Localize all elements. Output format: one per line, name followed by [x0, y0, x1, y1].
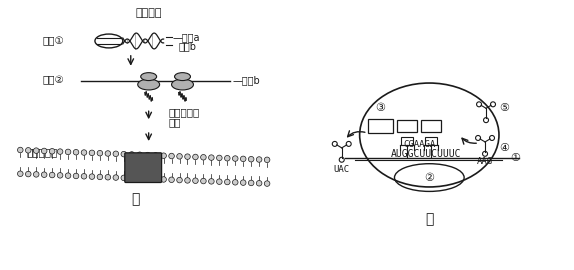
- Text: —物质b: —物质b: [232, 76, 260, 86]
- Circle shape: [232, 156, 238, 161]
- Bar: [401, 137, 413, 145]
- Circle shape: [193, 154, 198, 160]
- Circle shape: [177, 177, 183, 183]
- FancyBboxPatch shape: [125, 153, 162, 183]
- Circle shape: [185, 178, 190, 183]
- Circle shape: [73, 173, 79, 179]
- Circle shape: [97, 174, 103, 180]
- Ellipse shape: [141, 73, 157, 80]
- Ellipse shape: [138, 79, 160, 90]
- Text: ①: ①: [510, 153, 520, 163]
- Text: 致病基因: 致病基因: [135, 8, 162, 18]
- Circle shape: [18, 147, 23, 153]
- Circle shape: [161, 177, 166, 182]
- Circle shape: [33, 148, 39, 153]
- Circle shape: [224, 156, 230, 161]
- Circle shape: [232, 180, 238, 185]
- Text: 异常蛋白质: 异常蛋白质: [26, 147, 57, 157]
- Text: ⑤: ⑤: [499, 103, 509, 113]
- Circle shape: [216, 155, 222, 161]
- Text: 过程②: 过程②: [42, 76, 64, 86]
- Circle shape: [113, 151, 119, 157]
- Circle shape: [25, 147, 31, 153]
- Circle shape: [121, 151, 127, 157]
- Circle shape: [201, 178, 206, 184]
- Text: ③: ③: [375, 103, 386, 113]
- Circle shape: [105, 174, 111, 180]
- Circle shape: [137, 176, 142, 181]
- Circle shape: [249, 180, 254, 186]
- Text: 物质b: 物质b: [179, 41, 196, 51]
- Circle shape: [185, 154, 190, 159]
- Circle shape: [208, 155, 214, 160]
- Text: AUGGCUUCUUUC: AUGGCUUCUUUC: [391, 149, 461, 159]
- Circle shape: [129, 152, 134, 157]
- Circle shape: [89, 174, 95, 179]
- Ellipse shape: [172, 79, 193, 90]
- Circle shape: [57, 149, 63, 154]
- Circle shape: [153, 153, 158, 158]
- Circle shape: [73, 150, 79, 155]
- Text: UAC: UAC: [333, 165, 350, 174]
- Circle shape: [216, 179, 222, 184]
- Circle shape: [18, 171, 23, 177]
- Text: ②: ②: [424, 173, 435, 183]
- Circle shape: [241, 156, 246, 162]
- Text: CGAAGA: CGAAGA: [403, 140, 436, 149]
- Circle shape: [264, 157, 270, 163]
- Circle shape: [49, 148, 55, 154]
- Text: 乙: 乙: [425, 212, 433, 226]
- Circle shape: [177, 154, 183, 159]
- Circle shape: [257, 180, 262, 186]
- Bar: [425, 137, 437, 145]
- Text: AAG: AAG: [477, 157, 493, 166]
- Circle shape: [105, 151, 111, 156]
- Circle shape: [121, 175, 127, 181]
- Text: 异常多肽链: 异常多肽链: [169, 107, 200, 117]
- Text: 过程①: 过程①: [42, 36, 64, 46]
- Circle shape: [169, 153, 174, 159]
- Text: 构成: 构成: [169, 117, 181, 127]
- Circle shape: [145, 176, 150, 182]
- Circle shape: [25, 171, 31, 177]
- Circle shape: [153, 176, 158, 182]
- Circle shape: [193, 178, 198, 184]
- Circle shape: [169, 177, 174, 183]
- Circle shape: [113, 175, 119, 180]
- Circle shape: [57, 173, 63, 178]
- Circle shape: [41, 172, 47, 177]
- Circle shape: [257, 157, 262, 162]
- Circle shape: [33, 172, 39, 177]
- Bar: [367, 119, 394, 133]
- Circle shape: [264, 181, 270, 186]
- Circle shape: [137, 152, 142, 157]
- Circle shape: [81, 174, 87, 179]
- Circle shape: [224, 179, 230, 185]
- Circle shape: [129, 176, 134, 181]
- Circle shape: [89, 150, 95, 156]
- Circle shape: [201, 154, 206, 160]
- Circle shape: [41, 148, 47, 154]
- Circle shape: [65, 173, 71, 178]
- Circle shape: [208, 178, 214, 184]
- Bar: [397, 120, 417, 132]
- Circle shape: [81, 150, 87, 155]
- Circle shape: [97, 150, 103, 156]
- Circle shape: [65, 149, 71, 155]
- Bar: [421, 120, 441, 132]
- Text: ④: ④: [499, 143, 509, 153]
- Text: 甲: 甲: [131, 192, 140, 206]
- Circle shape: [161, 153, 166, 158]
- Text: —物质a: —物质a: [173, 32, 200, 42]
- Circle shape: [49, 172, 55, 178]
- Circle shape: [145, 152, 150, 158]
- Ellipse shape: [174, 73, 191, 80]
- Circle shape: [249, 156, 254, 162]
- Circle shape: [241, 180, 246, 185]
